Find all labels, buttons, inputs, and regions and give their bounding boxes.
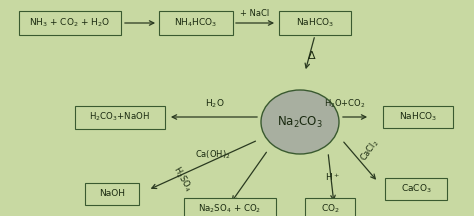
Ellipse shape xyxy=(261,90,339,154)
Text: NaHCO$_3$: NaHCO$_3$ xyxy=(296,17,334,29)
Text: H$^+$: H$^+$ xyxy=(325,171,340,183)
Text: + NaCl: + NaCl xyxy=(240,10,270,19)
Text: Ca(OH)$_2$: Ca(OH)$_2$ xyxy=(195,149,231,161)
Text: H$_2$O: H$_2$O xyxy=(205,98,225,110)
Text: CaCO$_3$: CaCO$_3$ xyxy=(401,183,431,195)
FancyBboxPatch shape xyxy=(75,105,165,129)
FancyBboxPatch shape xyxy=(383,106,453,128)
Text: H$_2$SO$_4$: H$_2$SO$_4$ xyxy=(170,164,195,194)
FancyBboxPatch shape xyxy=(305,198,355,216)
Text: NaOH: NaOH xyxy=(99,189,125,199)
Text: CaCl$_2$: CaCl$_2$ xyxy=(358,137,382,164)
Text: $\Delta$: $\Delta$ xyxy=(307,49,317,61)
Text: Na$_2$SO$_4$ + CO$_2$: Na$_2$SO$_4$ + CO$_2$ xyxy=(199,203,262,215)
Text: NaHCO$_3$: NaHCO$_3$ xyxy=(399,111,437,123)
Text: H$_2$CO$_3$+NaOH: H$_2$CO$_3$+NaOH xyxy=(90,111,151,123)
Text: CO$_2$: CO$_2$ xyxy=(320,203,339,215)
FancyBboxPatch shape xyxy=(85,183,139,205)
FancyBboxPatch shape xyxy=(19,11,121,35)
FancyBboxPatch shape xyxy=(159,11,233,35)
FancyBboxPatch shape xyxy=(385,178,447,200)
Text: H$_2$O+CO$_2$: H$_2$O+CO$_2$ xyxy=(324,98,366,110)
Text: NH$_4$HCO$_3$: NH$_4$HCO$_3$ xyxy=(174,17,218,29)
FancyBboxPatch shape xyxy=(279,11,351,35)
Text: Na$_2$CO$_3$: Na$_2$CO$_3$ xyxy=(277,114,323,130)
Text: NH$_3$ + CO$_2$ + H$_2$O: NH$_3$ + CO$_2$ + H$_2$O xyxy=(29,17,110,29)
FancyBboxPatch shape xyxy=(184,198,276,216)
